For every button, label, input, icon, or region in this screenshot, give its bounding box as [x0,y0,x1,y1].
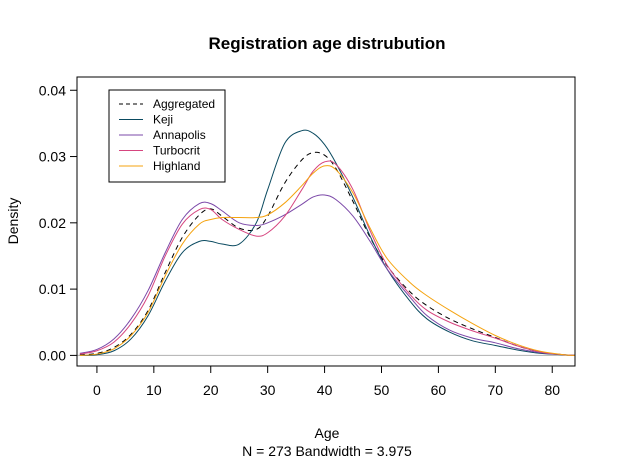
series-line-aggregated [79,151,576,356]
x-tick-label: 30 [260,382,276,398]
y-tick-label: 0.02 [39,215,66,231]
series-line-keji [79,129,576,356]
y-tick-label: 0.00 [39,347,66,363]
x-tick-label: 0 [93,382,101,398]
y-tick-label: 0.01 [39,281,66,297]
x-axis-label: Age [315,425,340,441]
x-tick-label: 20 [203,382,219,398]
legend-label-highland: Highland [153,159,200,173]
x-tick-label: 70 [488,382,504,398]
x-tick-label: 80 [544,382,560,398]
x-tick-label: 50 [374,382,390,398]
legend-label-turbocrit: Turbocrit [153,144,201,158]
series-layer [79,129,576,356]
x-axis-sublabel: N = 273 Bandwidth = 3.975 [242,443,412,459]
x-axis: 0 10 20 30 40 50 60 70 80 [93,365,560,398]
y-axis: 0.00 0.01 0.02 0.03 0.04 [39,82,78,363]
legend-box [108,89,226,183]
chart-title: Registration age distrubution [208,34,445,53]
series-line-highland [79,165,576,356]
legend-label-keji: Keji [153,113,173,127]
legend-label-aggregated: Aggregated [153,97,215,111]
y-axis-label: Density [5,198,21,245]
y-tick-label: 0.04 [39,82,66,98]
x-tick-label: 60 [431,382,447,398]
legend-label-annapolis: Annapolis [153,128,206,142]
x-tick-label: 40 [317,382,333,398]
series-line-annapolis [79,194,576,356]
x-tick-label: 10 [146,382,162,398]
y-tick-label: 0.03 [39,149,66,165]
series-line-turbocrit [79,160,576,356]
